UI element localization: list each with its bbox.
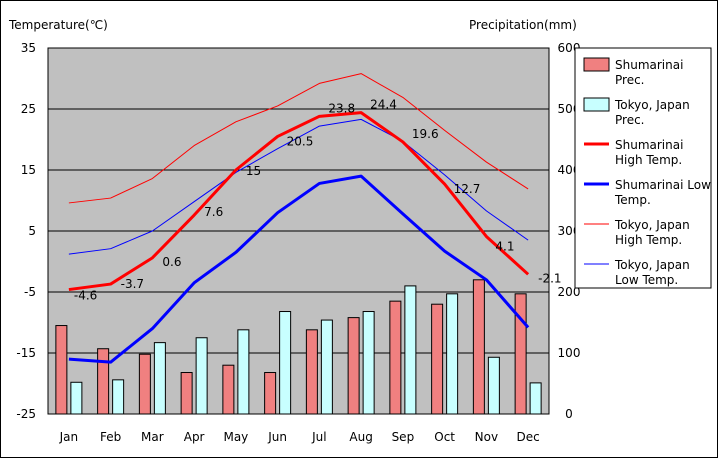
precip-bar (529, 382, 542, 415)
x-tick-label: Jan (59, 430, 79, 444)
x-tick-label: Dec (517, 430, 540, 444)
left-tick-label: -5 (24, 285, 36, 299)
precip-bar (389, 300, 402, 415)
right-tick-label: 100 (558, 346, 581, 360)
precip-bar (237, 329, 250, 415)
legend-swatch (583, 57, 610, 72)
left-tick-label: 5 (28, 224, 36, 238)
legend-label: Temp. (614, 193, 651, 207)
temp-line (68, 174, 530, 364)
x-tick-label: Apr (184, 430, 205, 444)
left-tick-label: 35 (21, 41, 36, 55)
precip-bar (180, 372, 193, 415)
data-label: 19.6 (412, 127, 439, 141)
x-tick-label: Mar (141, 430, 164, 444)
x-tick-label: Jul (311, 430, 326, 444)
left-tick-label: 25 (21, 102, 36, 116)
legend-label: High Temp. (615, 153, 682, 167)
precipitation-bars (55, 279, 542, 415)
data-label: 15 (246, 164, 261, 178)
precip-bar (222, 364, 235, 415)
precip-bar (97, 348, 110, 415)
precip-bar (305, 329, 318, 415)
data-label: 0.6 (162, 255, 181, 269)
data-label: -3.7 (121, 277, 144, 291)
left-tick-label: 15 (21, 163, 36, 177)
data-label: 24.4 (370, 98, 397, 112)
x-tick-label: Feb (100, 430, 121, 444)
data-label: 7.6 (204, 205, 223, 219)
precip-bar (446, 293, 459, 415)
legend-label: Tokyo, Japan (614, 98, 690, 112)
legend-label: Shumarinai Low (615, 178, 711, 192)
x-tick-label: May (223, 430, 248, 444)
precip-bar (264, 372, 277, 415)
temperature-lines (68, 73, 530, 364)
precip-bar (362, 311, 375, 415)
precip-bar (279, 311, 292, 415)
precip-bar (153, 342, 166, 415)
right-axis-title: Precipitation(mm) (469, 18, 577, 32)
data-label: -2.1 (538, 271, 561, 285)
x-tick-label: Sep (392, 430, 415, 444)
data-label: 20.5 (287, 134, 314, 148)
precip-bar (55, 325, 68, 415)
left-axis-ticks: 35 25 15 5 -5 -15 -25 (16, 41, 36, 421)
data-label: -4.6 (74, 289, 97, 303)
x-tick-label: Nov (475, 430, 498, 444)
legend-label: Prec. (615, 113, 645, 127)
legend-label: Prec. (615, 73, 645, 87)
legend-label: Tokyo, Japan (614, 258, 690, 272)
left-tick-label: -15 (16, 346, 36, 360)
temp-line (68, 73, 529, 204)
gridlines (48, 108, 549, 354)
data-label: 12.7 (454, 182, 481, 196)
legend-box (574, 47, 712, 289)
precip-bar (112, 379, 125, 415)
precip-bar (195, 337, 208, 415)
legend-label: Shumarinai (615, 58, 683, 72)
data-label: 4.1 (495, 239, 514, 253)
x-tick-label: Oct (434, 430, 455, 444)
legend-label: Tokyo, Japan (614, 218, 690, 232)
precip-bar (472, 279, 485, 415)
precip-bar (138, 353, 151, 415)
data-labels: -4.6 -3.7 0.6 7.6 15 20.5 23.8 24.4 19.6 12.7 4.1 -… (74, 98, 562, 303)
right-tick-label: 0 (565, 407, 573, 421)
precip-bar (347, 317, 360, 415)
precip-bar (404, 285, 417, 415)
legend-swatch (583, 97, 610, 112)
temp-line (68, 118, 529, 255)
left-axis-title: Temperature(℃) (8, 18, 108, 32)
precip-bar (70, 381, 83, 415)
precip-bar (320, 319, 333, 415)
x-tick-label: Jun (267, 430, 287, 444)
temp-line (68, 111, 530, 292)
x-axis-ticks: Jan Feb Mar Apr May Jun Jul Aug Sep Oct Nov Dec (59, 430, 540, 444)
precip-bar (514, 293, 527, 415)
x-tick-label: Aug (349, 430, 372, 444)
data-label: 23.8 (328, 101, 355, 115)
precip-bar (487, 356, 500, 415)
legend-label: Shumarinai (615, 138, 683, 152)
legend-label: High Temp. (615, 233, 682, 247)
precip-bar (431, 303, 444, 415)
legend-label: Low Temp. (615, 273, 678, 287)
left-tick-label: -25 (16, 407, 36, 421)
